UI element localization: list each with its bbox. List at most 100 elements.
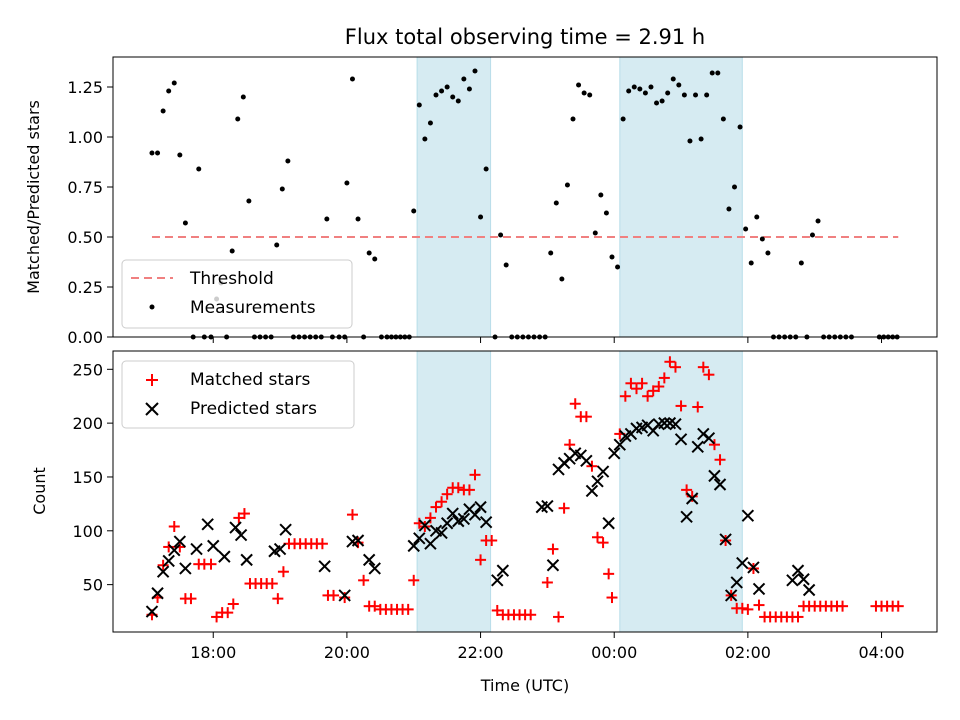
top-y-tick-label: 0.50 <box>67 228 103 247</box>
matched-star-point <box>736 602 748 614</box>
measurement-point <box>815 218 821 224</box>
matched-star-point <box>658 372 670 384</box>
measurement-point <box>720 116 726 122</box>
measurement-point <box>570 116 576 122</box>
matched-star-point <box>272 593 284 605</box>
measurement-point <box>498 232 504 238</box>
bottom-legend: Matched stars Predicted stars <box>121 360 355 429</box>
bottom-y-tick-label: 150 <box>72 468 103 487</box>
matched-star-point <box>436 496 448 508</box>
measurement-point <box>472 68 478 74</box>
top-y-tick-label: 1.25 <box>67 78 103 97</box>
matched-legend-swatch <box>146 374 158 386</box>
matched-star-point <box>653 381 665 393</box>
measurement-point <box>564 182 570 188</box>
measurements-legend-label: Measurements <box>190 298 316 318</box>
predicted-star-point <box>585 484 599 498</box>
measurement-point <box>709 70 715 76</box>
matched-star-point <box>463 484 475 496</box>
matched-star-point <box>486 534 498 546</box>
bottom-panel: 50 100 150 200 250 18:00 20:00 22:00 00:00 02:00… <box>30 337 938 695</box>
matched-star-point <box>692 401 704 413</box>
matched-star-point <box>742 603 754 615</box>
x-tick-label: 20:00 <box>324 643 370 662</box>
predicted-star-point <box>680 510 693 524</box>
bottom-y-tick-label: 50 <box>83 576 103 595</box>
predicted-star-point <box>179 562 192 575</box>
measurement-point <box>235 116 241 122</box>
predicted-star-point <box>162 554 175 568</box>
matched-star-point <box>558 502 570 514</box>
measurement-point <box>196 166 202 172</box>
measurement-point <box>229 248 235 254</box>
measurement-point <box>576 82 582 88</box>
predicted-star-point <box>474 500 487 514</box>
measurement-point <box>246 198 252 204</box>
matched-star-point <box>185 593 197 605</box>
measurement-point <box>416 102 422 108</box>
x-tick-label: 02:00 <box>725 643 771 662</box>
observing-interval-1 <box>416 56 492 338</box>
measurement-point <box>631 84 637 90</box>
measurement-point <box>559 276 565 282</box>
measurement-point <box>461 76 467 82</box>
matched-star-point <box>222 607 234 619</box>
measurement-point <box>654 100 660 106</box>
measurement-point <box>439 88 445 94</box>
measurement-point <box>587 92 593 98</box>
matched-star-point <box>430 501 442 513</box>
top-y-tick-label: 1.00 <box>67 128 103 147</box>
predicted-star-point <box>368 562 381 575</box>
measurement-point <box>422 136 428 142</box>
measurement-point <box>355 216 361 222</box>
measurement-point <box>160 108 166 114</box>
predicted-star-point <box>580 454 593 468</box>
predicted-star-point <box>240 553 253 567</box>
matched-star-point <box>553 611 565 623</box>
measurement-point <box>698 136 704 142</box>
measurement-point <box>166 88 172 94</box>
measurement-point <box>592 230 598 236</box>
top-legend-box <box>121 259 353 329</box>
x-axis-label: Time (UTC) <box>480 676 569 695</box>
predicted-star-point <box>708 469 721 483</box>
measurement-point <box>748 260 754 266</box>
matched-star-point <box>525 609 537 621</box>
top-y-tick-label: 0.25 <box>67 278 103 297</box>
measurement-point <box>765 250 771 256</box>
predicted-star-point <box>491 574 504 587</box>
predicted-legend-swatch <box>145 402 159 416</box>
top-legend: Threshold Measurements <box>121 259 353 329</box>
predicted-star-point <box>145 605 159 618</box>
predicted-star-point <box>468 508 482 521</box>
matched-star-point <box>664 356 676 368</box>
measurement-point <box>240 94 246 100</box>
bottom-y-tick-label: 200 <box>72 414 103 433</box>
x-tick-label: 18:00 <box>190 643 236 662</box>
observing-interval-2 <box>619 350 743 633</box>
x-tick-label: 00:00 <box>591 643 637 662</box>
measurement-point <box>693 92 699 98</box>
matched-star-point <box>491 604 503 616</box>
matched-star-point <box>697 361 709 373</box>
predicted-star-point <box>479 515 493 529</box>
matched-star-point <box>238 508 250 520</box>
predicted-star-point <box>797 573 810 586</box>
matched-star-point <box>792 611 804 623</box>
measurement-point <box>366 250 372 256</box>
matched-star-point <box>592 531 604 543</box>
matched-star-point <box>168 520 180 532</box>
matched-star-point <box>346 509 358 521</box>
bottom-y-tick-label: 250 <box>72 360 103 379</box>
matched-star-point <box>636 377 648 389</box>
predicted-star-point <box>418 519 432 532</box>
predicted-star-point <box>279 523 292 536</box>
predicted-star-point <box>608 447 621 460</box>
matched-star-point <box>402 603 414 615</box>
predicted-star-point <box>156 565 170 578</box>
predicted-star-point <box>173 535 187 548</box>
predicted-star-point <box>669 418 682 431</box>
measurement-point <box>598 192 604 198</box>
predicted-star-point <box>752 582 766 596</box>
matched-star-point <box>714 454 726 466</box>
